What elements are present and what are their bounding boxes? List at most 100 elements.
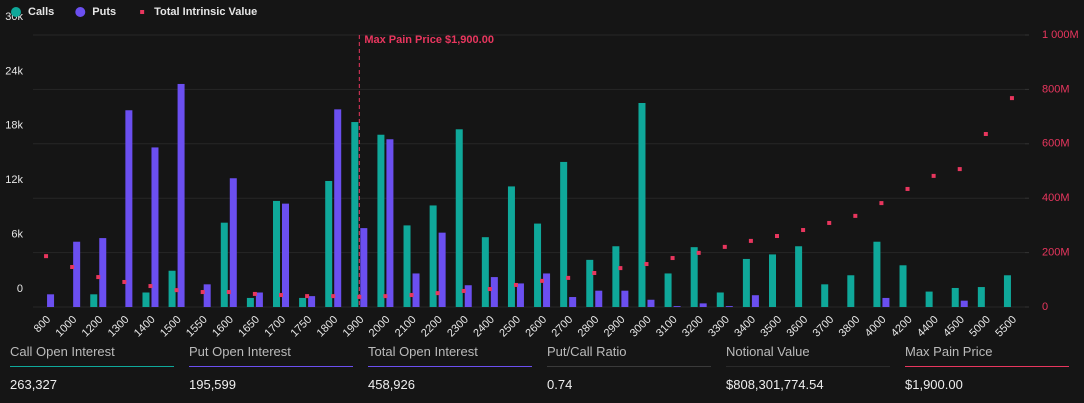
intrinsic-point — [853, 213, 858, 218]
x-tick-label: 1550 — [184, 314, 210, 340]
stat-value: 0.74 — [547, 377, 573, 392]
stat-card: Notional Value $808,301,774.54 — [726, 344, 890, 392]
bar — [455, 129, 463, 307]
intrinsic-point — [409, 293, 414, 298]
bar — [725, 306, 733, 307]
bar — [882, 297, 890, 307]
x-tick-label: 4400 — [915, 314, 941, 340]
x-tick-label: 2300 — [445, 314, 471, 340]
bar — [925, 291, 933, 307]
bar — [142, 292, 150, 307]
legend-label: Total Intrinsic Value — [154, 6, 257, 18]
bar — [481, 237, 489, 307]
intrinsic-point — [70, 265, 75, 270]
x-tick-label: 1400 — [132, 314, 158, 340]
x-tick-label: 3800 — [837, 314, 863, 340]
bar — [73, 241, 81, 307]
bar — [751, 295, 759, 307]
intrinsic-point — [592, 271, 597, 275]
bar — [412, 273, 420, 307]
bar — [621, 290, 629, 307]
intrinsic-point — [722, 244, 727, 249]
bar — [438, 232, 446, 307]
bar — [429, 205, 437, 307]
intrinsic-point — [748, 238, 753, 243]
bar — [699, 303, 707, 307]
x-tick-label: 800 — [32, 314, 53, 335]
x-tick-label: 1700 — [262, 314, 288, 340]
bar — [638, 103, 646, 307]
intrinsic-point — [540, 278, 545, 283]
bar — [716, 292, 724, 307]
y2-tick-label: 400M — [1042, 192, 1070, 204]
stat-label: Max Pain Price — [905, 344, 1069, 367]
bar — [325, 180, 333, 307]
bar — [308, 296, 316, 307]
bar — [90, 294, 98, 307]
bar — [612, 246, 620, 307]
bar — [569, 297, 577, 307]
bar — [99, 238, 107, 307]
x-tick-label: 2600 — [523, 314, 549, 340]
legend-label: Puts — [92, 6, 116, 18]
legend-swatch — [140, 10, 145, 14]
intrinsic-point — [487, 287, 492, 292]
bar — [960, 300, 968, 307]
intrinsic-point — [905, 186, 910, 191]
intrinsic-point — [174, 288, 179, 293]
intrinsic-point — [122, 279, 127, 284]
legend-label: Calls — [28, 6, 54, 18]
x-tick-label: 3100 — [654, 314, 680, 340]
intrinsic-point — [148, 284, 153, 289]
x-tick-label: 1600 — [210, 314, 236, 340]
bar — [403, 225, 411, 307]
bar — [595, 290, 603, 307]
x-tick-label: 1200 — [80, 314, 106, 340]
x-tick-label: 3600 — [784, 314, 810, 340]
bar — [246, 297, 254, 307]
y2-tick-label: 800M — [1042, 83, 1070, 95]
x-tick-label: 2900 — [602, 314, 628, 340]
legend-swatch — [11, 7, 21, 17]
bar — [664, 273, 672, 307]
intrinsic-point — [461, 288, 466, 293]
stat-value: 195,599 — [189, 377, 236, 392]
y2-tick-label: 200M — [1042, 247, 1070, 259]
stat-label: Put Open Interest — [189, 344, 353, 367]
x-tick-label: 5500 — [993, 314, 1019, 340]
stat-label: Notional Value — [726, 344, 890, 367]
intrinsic-point — [670, 256, 675, 261]
bar — [899, 265, 907, 307]
y-tick-label: 18k — [5, 120, 23, 132]
bar — [377, 134, 385, 307]
intrinsic-point — [279, 293, 283, 298]
bar — [560, 161, 568, 307]
x-tick-label: 3500 — [758, 314, 784, 340]
intrinsic-point — [801, 228, 806, 233]
bar — [1003, 275, 1011, 307]
bar — [673, 306, 681, 307]
y-tick-label: 0 — [17, 283, 23, 295]
bar — [360, 228, 368, 307]
stat-value: 263,327 — [10, 377, 57, 392]
x-tick-label: 1750 — [288, 314, 314, 340]
stat-label: Put/Call Ratio — [547, 344, 711, 367]
bar — [168, 270, 176, 307]
bar — [351, 122, 359, 307]
stat-card: Put Open Interest 195,599 — [189, 344, 353, 392]
intrinsic-point — [305, 294, 310, 299]
y-tick-label: 24k — [5, 65, 23, 77]
intrinsic-point — [879, 201, 884, 206]
legend-swatch — [75, 7, 86, 17]
bar — [951, 287, 959, 307]
bar — [386, 139, 394, 307]
bar — [255, 292, 263, 307]
x-tick-label: 4000 — [863, 314, 889, 340]
intrinsic-point — [618, 266, 623, 271]
x-tick-label: 2100 — [393, 314, 419, 340]
stat-value: 458,926 — [368, 377, 415, 392]
bar — [534, 223, 542, 307]
bar — [490, 277, 498, 307]
intrinsic-point — [696, 250, 701, 255]
